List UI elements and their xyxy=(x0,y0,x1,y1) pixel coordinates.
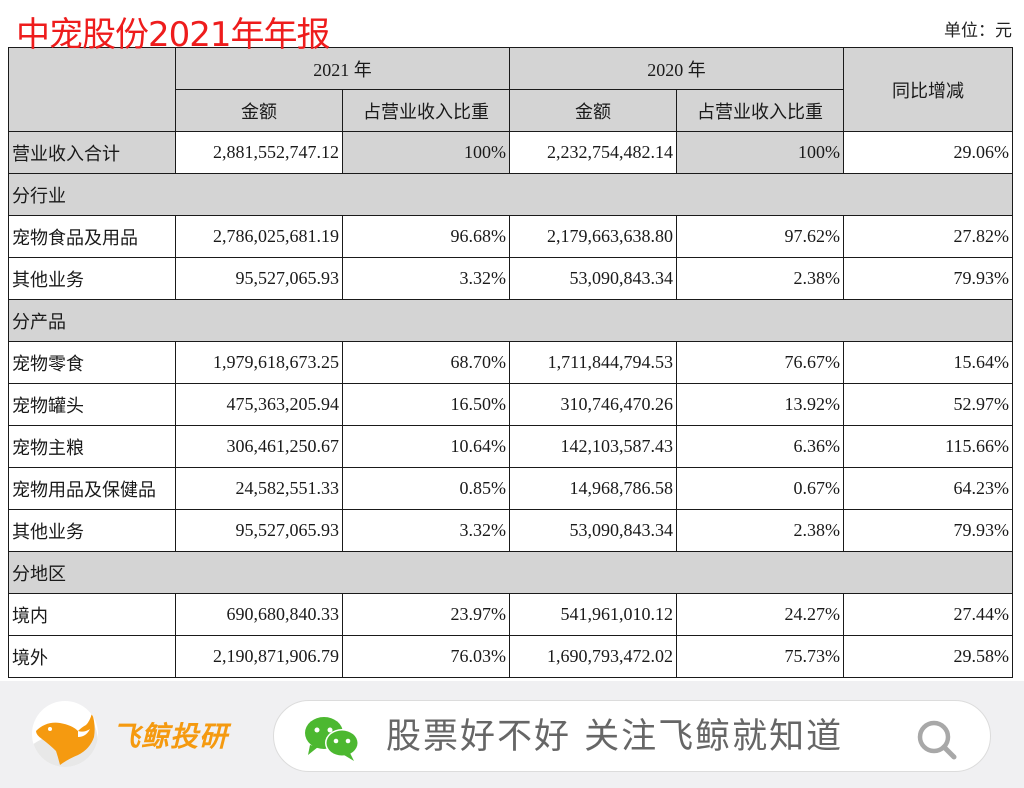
wechat-search-bar[interactable]: 股票好不好 关注飞鲸就知道 xyxy=(273,700,991,772)
yoy-change: 29.06% xyxy=(843,131,1013,174)
section-header-row: 分产品 xyxy=(8,299,1013,342)
share-2021: 0.85% xyxy=(342,467,510,510)
share-2021: 68.70% xyxy=(342,341,510,384)
header-amount-2021: 金额 xyxy=(175,89,343,132)
amount-2021: 2,190,871,906.79 xyxy=(175,635,343,678)
magnifier-icon[interactable] xyxy=(916,719,958,761)
amount-2021: 475,363,205.94 xyxy=(175,383,343,426)
amount-2021: 306,461,250.67 xyxy=(175,425,343,468)
yoy-change: 15.64% xyxy=(843,341,1013,384)
yoy-change: 27.44% xyxy=(843,593,1013,636)
row-label: 境外 xyxy=(8,635,176,678)
total-row: 营业收入合计 2,881,552,747.12 100% 2,232,754,4… xyxy=(8,131,1013,174)
yoy-change: 29.58% xyxy=(843,635,1013,678)
yoy-change: 52.97% xyxy=(843,383,1013,426)
header-amount-2020: 金额 xyxy=(509,89,677,132)
wechat-icon xyxy=(305,717,359,761)
share-2021: 10.64% xyxy=(342,425,510,468)
amount-2021: 1,979,618,673.25 xyxy=(175,341,343,384)
row-label: 宠物食品及用品 xyxy=(8,215,176,258)
amount-2020: 14,968,786.58 xyxy=(509,467,677,510)
amount-2020: 53,090,843.34 xyxy=(509,257,677,300)
share-2021: 3.32% xyxy=(342,257,510,300)
brand-name: 飞鲸投研 xyxy=(112,720,229,753)
amount-2021: 24,582,551.33 xyxy=(175,467,343,510)
share-2020: 75.73% xyxy=(676,635,844,678)
share-2020: 13.92% xyxy=(676,383,844,426)
table-row: 境外 2,190,871,906.79 76.03% 1,690,793,472… xyxy=(8,635,1013,678)
row-label: 其他业务 xyxy=(8,257,176,300)
amount-2020: 53,090,843.34 xyxy=(509,509,677,552)
header-row-years: 2021 年 2020 年 同比增减 xyxy=(8,47,1013,132)
share-2021: 100% xyxy=(342,131,510,174)
share-2020: 97.62% xyxy=(676,215,844,258)
amount-2021: 690,680,840.33 xyxy=(175,593,343,636)
section-title-product: 分产品 xyxy=(8,299,1013,342)
header-share-2021: 占营业收入比重 xyxy=(342,89,510,132)
amount-2021: 2,786,025,681.19 xyxy=(175,215,343,258)
row-label: 宠物罐头 xyxy=(8,383,176,426)
amount-2020: 310,746,470.26 xyxy=(509,383,677,426)
amount-2020: 142,103,587.43 xyxy=(509,425,677,468)
share-2020: 24.27% xyxy=(676,593,844,636)
row-label: 宠物主粮 xyxy=(8,425,176,468)
promo-footer-banner: 飞鲸投研 股票好不好 关注飞鲸就知道 xyxy=(0,681,1024,788)
unit-label: 单位：元 xyxy=(944,21,1012,40)
table-row: 宠物主粮 306,461,250.67 10.64% 142,103,587.4… xyxy=(8,425,1013,468)
header-yoy: 同比增减 xyxy=(843,47,1013,132)
share-2021: 23.97% xyxy=(342,593,510,636)
row-label: 宠物零食 xyxy=(8,341,176,384)
report-title-watermark: 中宠股份2021年年报 xyxy=(16,15,331,55)
header-row-metrics: 金额 占营业收入比重 金额 占营业收入比重 xyxy=(9,89,1013,132)
yoy-change: 115.66% xyxy=(843,425,1013,468)
share-2020: 0.67% xyxy=(676,467,844,510)
table-row: 其他业务 95,527,065.93 3.32% 53,090,843.34 2… xyxy=(8,257,1013,300)
row-label: 营业收入合计 xyxy=(8,131,176,174)
amount-2021: 2,881,552,747.12 xyxy=(175,131,343,174)
amount-2020: 2,232,754,482.14 xyxy=(509,131,677,174)
row-label: 宠物用品及保健品 xyxy=(8,467,176,510)
header-blank-cell xyxy=(8,47,176,132)
table-row: 其他业务 95,527,065.93 3.32% 53,090,843.34 2… xyxy=(8,509,1013,552)
yoy-change: 64.23% xyxy=(843,467,1013,510)
table-row: 宠物零食 1,979,618,673.25 68.70% 1,711,844,7… xyxy=(8,341,1013,384)
table-row: 宠物食品及用品 2,786,025,681.19 96.68% 2,179,66… xyxy=(8,215,1013,258)
revenue-breakdown-table: 2021 年 2020 年 同比增减 金额 占营业收入比重 金额 占营业收入比重… xyxy=(8,47,1013,678)
table-row: 宠物用品及保健品 24,582,551.33 0.85% 14,968,786.… xyxy=(8,467,1013,510)
share-2021: 3.32% xyxy=(342,509,510,552)
amount-2021: 95,527,065.93 xyxy=(175,257,343,300)
yoy-change: 79.93% xyxy=(843,509,1013,552)
section-header-row: 分行业 xyxy=(8,173,1013,216)
section-title-industry: 分行业 xyxy=(8,173,1013,216)
amount-2020: 1,690,793,472.02 xyxy=(509,635,677,678)
section-title-region: 分地区 xyxy=(8,551,1013,594)
row-label: 其他业务 xyxy=(8,509,176,552)
yoy-change: 27.82% xyxy=(843,215,1013,258)
section-header-row: 分地区 xyxy=(8,551,1013,594)
share-2021: 16.50% xyxy=(342,383,510,426)
search-slogan: 股票好不好 关注飞鲸就知道 xyxy=(386,717,844,757)
share-2021: 96.68% xyxy=(342,215,510,258)
table-row: 境内 690,680,840.33 23.97% 541,961,010.12 … xyxy=(8,593,1013,636)
share-2020: 100% xyxy=(676,131,844,174)
amount-2021: 95,527,065.93 xyxy=(175,509,343,552)
share-2020: 6.36% xyxy=(676,425,844,468)
share-2020: 2.38% xyxy=(676,257,844,300)
amount-2020: 2,179,663,638.80 xyxy=(509,215,677,258)
yoy-change: 79.93% xyxy=(843,257,1013,300)
share-2020: 2.38% xyxy=(676,509,844,552)
share-2020: 76.67% xyxy=(676,341,844,384)
table-row: 宠物罐头 475,363,205.94 16.50% 310,746,470.2… xyxy=(8,383,1013,426)
header-year-2020: 2020 年 xyxy=(509,47,844,90)
amount-2020: 1,711,844,794.53 xyxy=(509,341,677,384)
share-2021: 76.03% xyxy=(342,635,510,678)
orca-whale-logo-icon xyxy=(32,701,98,767)
row-label: 境内 xyxy=(8,593,176,636)
amount-2020: 541,961,010.12 xyxy=(509,593,677,636)
header-share-2020: 占营业收入比重 xyxy=(676,89,844,132)
